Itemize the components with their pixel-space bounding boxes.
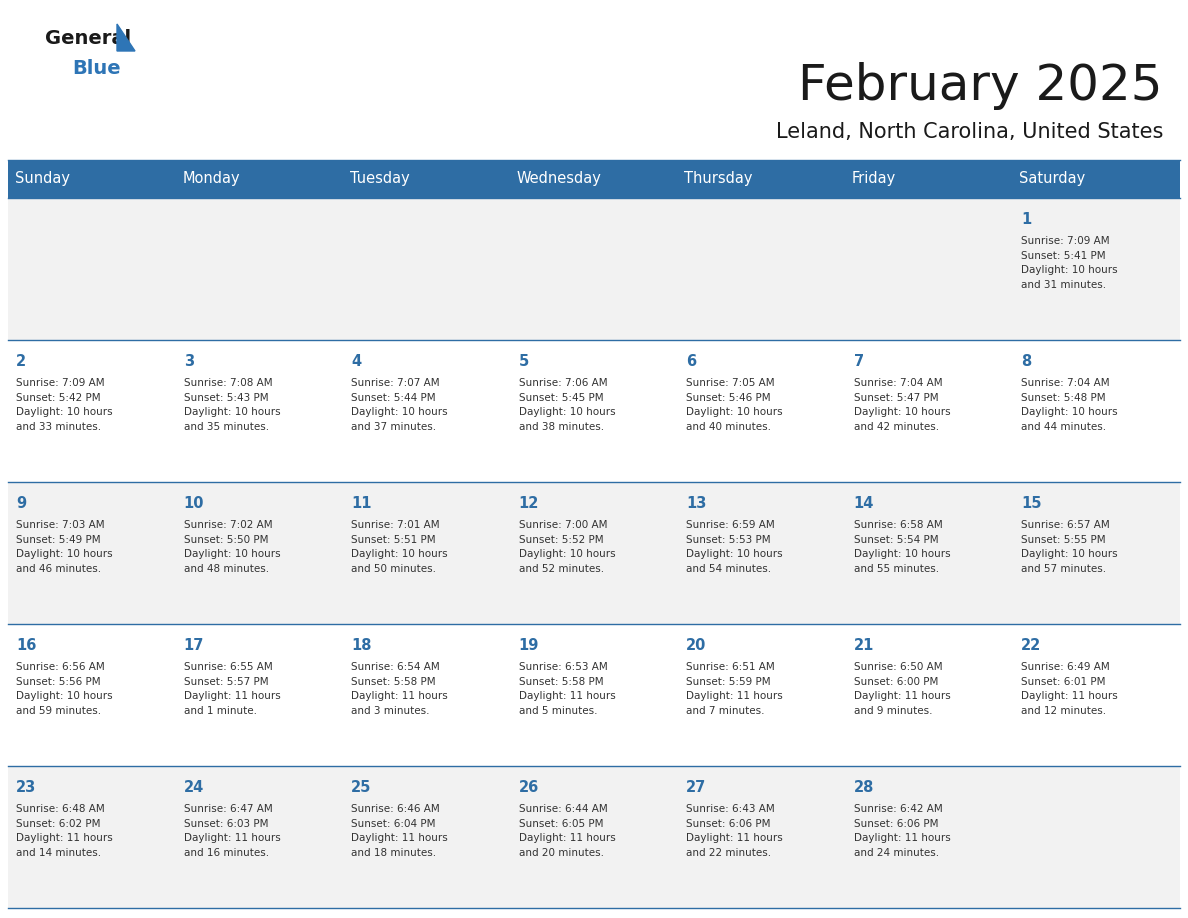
Text: Sunrise: 7:09 AM
Sunset: 5:41 PM
Daylight: 10 hours
and 31 minutes.: Sunrise: 7:09 AM Sunset: 5:41 PM Dayligh…: [1020, 236, 1118, 289]
Text: Sunrise: 6:43 AM
Sunset: 6:06 PM
Daylight: 11 hours
and 22 minutes.: Sunrise: 6:43 AM Sunset: 6:06 PM Dayligh…: [687, 804, 783, 857]
Text: Monday: Monday: [182, 172, 240, 186]
Text: 15: 15: [1020, 497, 1042, 511]
Polygon shape: [116, 24, 135, 51]
Bar: [8, 160, 1180, 198]
Text: Sunrise: 7:05 AM
Sunset: 5:46 PM
Daylight: 10 hours
and 40 minutes.: Sunrise: 7:05 AM Sunset: 5:46 PM Dayligh…: [687, 378, 783, 431]
Text: 28: 28: [853, 780, 874, 795]
Text: 9: 9: [17, 497, 26, 511]
Text: Tuesday: Tuesday: [349, 172, 410, 186]
Text: Sunrise: 7:00 AM
Sunset: 5:52 PM
Daylight: 10 hours
and 52 minutes.: Sunrise: 7:00 AM Sunset: 5:52 PM Dayligh…: [519, 521, 615, 574]
Text: Sunrise: 7:04 AM
Sunset: 5:47 PM
Daylight: 10 hours
and 42 minutes.: Sunrise: 7:04 AM Sunset: 5:47 PM Dayligh…: [853, 378, 950, 431]
Text: Sunrise: 6:42 AM
Sunset: 6:06 PM
Daylight: 11 hours
and 24 minutes.: Sunrise: 6:42 AM Sunset: 6:06 PM Dayligh…: [853, 804, 950, 857]
Text: 2: 2: [17, 354, 26, 369]
Text: 20: 20: [687, 638, 707, 654]
Text: 4: 4: [352, 354, 361, 369]
Text: 14: 14: [853, 497, 874, 511]
Text: 21: 21: [853, 638, 874, 654]
Text: Sunrise: 6:49 AM
Sunset: 6:01 PM
Daylight: 11 hours
and 12 minutes.: Sunrise: 6:49 AM Sunset: 6:01 PM Dayligh…: [1020, 663, 1118, 715]
Text: Sunrise: 7:09 AM
Sunset: 5:42 PM
Daylight: 10 hours
and 33 minutes.: Sunrise: 7:09 AM Sunset: 5:42 PM Dayligh…: [17, 378, 113, 431]
Text: 16: 16: [17, 638, 37, 654]
Text: Sunrise: 7:06 AM
Sunset: 5:45 PM
Daylight: 10 hours
and 38 minutes.: Sunrise: 7:06 AM Sunset: 5:45 PM Dayligh…: [519, 378, 615, 431]
Text: Sunrise: 7:03 AM
Sunset: 5:49 PM
Daylight: 10 hours
and 46 minutes.: Sunrise: 7:03 AM Sunset: 5:49 PM Dayligh…: [17, 521, 113, 574]
Text: Sunrise: 6:59 AM
Sunset: 5:53 PM
Daylight: 10 hours
and 54 minutes.: Sunrise: 6:59 AM Sunset: 5:53 PM Dayligh…: [687, 521, 783, 574]
Text: Sunrise: 7:02 AM
Sunset: 5:50 PM
Daylight: 10 hours
and 48 minutes.: Sunrise: 7:02 AM Sunset: 5:50 PM Dayligh…: [184, 521, 280, 574]
Text: Sunrise: 6:51 AM
Sunset: 5:59 PM
Daylight: 11 hours
and 7 minutes.: Sunrise: 6:51 AM Sunset: 5:59 PM Dayligh…: [687, 663, 783, 715]
Text: Sunrise: 6:56 AM
Sunset: 5:56 PM
Daylight: 10 hours
and 59 minutes.: Sunrise: 6:56 AM Sunset: 5:56 PM Dayligh…: [17, 663, 113, 715]
Text: Sunrise: 7:04 AM
Sunset: 5:48 PM
Daylight: 10 hours
and 44 minutes.: Sunrise: 7:04 AM Sunset: 5:48 PM Dayligh…: [1020, 378, 1118, 431]
Bar: [8, 624, 1180, 766]
Bar: [8, 198, 1180, 340]
Text: 24: 24: [184, 780, 204, 795]
Text: Sunrise: 7:07 AM
Sunset: 5:44 PM
Daylight: 10 hours
and 37 minutes.: Sunrise: 7:07 AM Sunset: 5:44 PM Dayligh…: [352, 378, 448, 431]
Text: Leland, North Carolina, United States: Leland, North Carolina, United States: [776, 122, 1163, 142]
Text: Sunrise: 6:57 AM
Sunset: 5:55 PM
Daylight: 10 hours
and 57 minutes.: Sunrise: 6:57 AM Sunset: 5:55 PM Dayligh…: [1020, 521, 1118, 574]
Bar: [8, 482, 1180, 624]
Text: Sunrise: 6:53 AM
Sunset: 5:58 PM
Daylight: 11 hours
and 5 minutes.: Sunrise: 6:53 AM Sunset: 5:58 PM Dayligh…: [519, 663, 615, 715]
Text: 6: 6: [687, 354, 696, 369]
Text: Sunrise: 7:08 AM
Sunset: 5:43 PM
Daylight: 10 hours
and 35 minutes.: Sunrise: 7:08 AM Sunset: 5:43 PM Dayligh…: [184, 378, 280, 431]
Text: 25: 25: [352, 780, 372, 795]
Text: 26: 26: [519, 780, 539, 795]
Text: Sunrise: 6:50 AM
Sunset: 6:00 PM
Daylight: 11 hours
and 9 minutes.: Sunrise: 6:50 AM Sunset: 6:00 PM Dayligh…: [853, 663, 950, 715]
Text: 22: 22: [1020, 638, 1041, 654]
Text: 12: 12: [519, 497, 539, 511]
Text: Sunrise: 6:46 AM
Sunset: 6:04 PM
Daylight: 11 hours
and 18 minutes.: Sunrise: 6:46 AM Sunset: 6:04 PM Dayligh…: [352, 804, 448, 857]
Text: 17: 17: [184, 638, 204, 654]
Text: Sunrise: 6:54 AM
Sunset: 5:58 PM
Daylight: 11 hours
and 3 minutes.: Sunrise: 6:54 AM Sunset: 5:58 PM Dayligh…: [352, 663, 448, 715]
Text: 7: 7: [853, 354, 864, 369]
Text: 1: 1: [1020, 212, 1031, 227]
Text: Sunrise: 6:55 AM
Sunset: 5:57 PM
Daylight: 11 hours
and 1 minute.: Sunrise: 6:55 AM Sunset: 5:57 PM Dayligh…: [184, 663, 280, 715]
Text: 23: 23: [17, 780, 37, 795]
Text: Sunrise: 6:58 AM
Sunset: 5:54 PM
Daylight: 10 hours
and 55 minutes.: Sunrise: 6:58 AM Sunset: 5:54 PM Dayligh…: [853, 521, 950, 574]
Text: Blue: Blue: [72, 59, 121, 77]
Text: Friday: Friday: [852, 172, 896, 186]
Text: Thursday: Thursday: [684, 172, 753, 186]
Text: Saturday: Saturday: [1019, 172, 1086, 186]
Text: Sunrise: 6:47 AM
Sunset: 6:03 PM
Daylight: 11 hours
and 16 minutes.: Sunrise: 6:47 AM Sunset: 6:03 PM Dayligh…: [184, 804, 280, 857]
Text: 13: 13: [687, 497, 707, 511]
Bar: [8, 766, 1180, 908]
Text: Wednesday: Wednesday: [517, 172, 602, 186]
Text: 18: 18: [352, 638, 372, 654]
Text: 3: 3: [184, 354, 194, 369]
Bar: [8, 340, 1180, 482]
Text: February 2025: February 2025: [798, 62, 1163, 110]
Text: 8: 8: [1020, 354, 1031, 369]
Text: Sunrise: 6:44 AM
Sunset: 6:05 PM
Daylight: 11 hours
and 20 minutes.: Sunrise: 6:44 AM Sunset: 6:05 PM Dayligh…: [519, 804, 615, 857]
Text: Sunrise: 6:48 AM
Sunset: 6:02 PM
Daylight: 11 hours
and 14 minutes.: Sunrise: 6:48 AM Sunset: 6:02 PM Dayligh…: [17, 804, 113, 857]
Text: General: General: [45, 28, 131, 48]
Text: Sunday: Sunday: [14, 172, 70, 186]
Text: 10: 10: [184, 497, 204, 511]
Text: 11: 11: [352, 497, 372, 511]
Text: 5: 5: [519, 354, 529, 369]
Text: 27: 27: [687, 780, 707, 795]
Text: Sunrise: 7:01 AM
Sunset: 5:51 PM
Daylight: 10 hours
and 50 minutes.: Sunrise: 7:01 AM Sunset: 5:51 PM Dayligh…: [352, 521, 448, 574]
Text: 19: 19: [519, 638, 539, 654]
